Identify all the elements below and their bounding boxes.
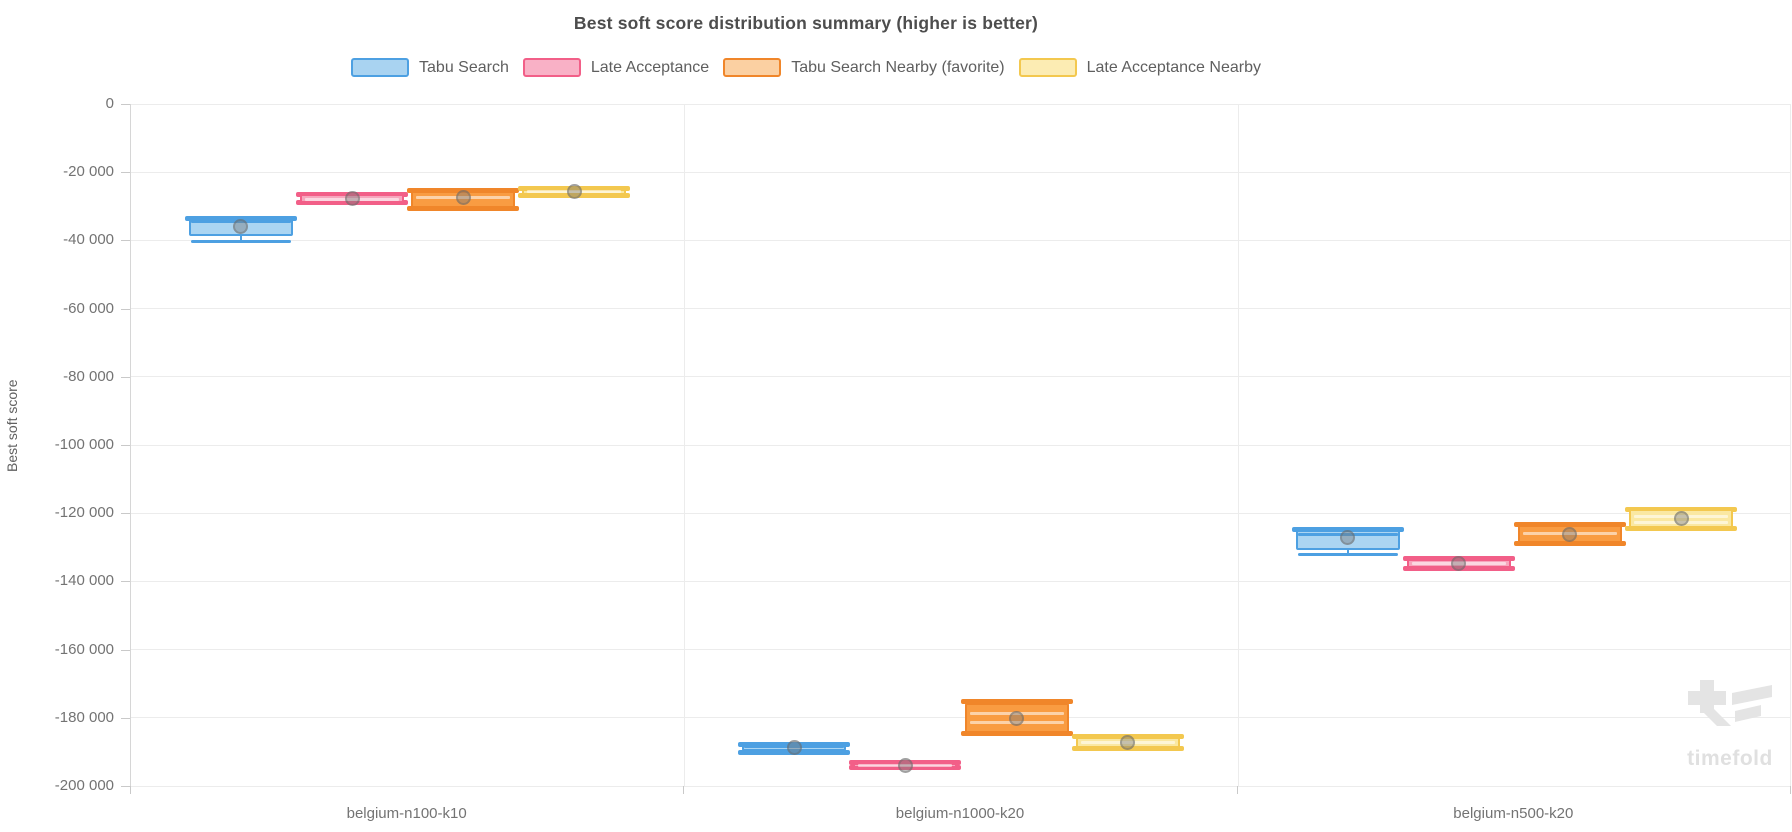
legend-label: Tabu Search Nearby (favorite)	[791, 58, 1005, 76]
y-tick-label: -20 000	[63, 163, 114, 181]
y-gridline	[131, 444, 1791, 446]
mean-marker	[1009, 711, 1025, 727]
y-tick-label: -60 000	[63, 299, 114, 317]
y-axis-tick	[121, 104, 130, 105]
mean-marker	[566, 184, 582, 200]
mean-marker	[1673, 510, 1689, 526]
whisker-cap	[1625, 506, 1738, 512]
y-gridline	[131, 376, 1791, 378]
legend-label: Tabu Search	[419, 58, 509, 76]
legend-swatch-icon	[351, 58, 410, 77]
whisker-cap	[1625, 525, 1738, 531]
mean-marker	[1451, 555, 1467, 571]
mean-marker	[1120, 735, 1136, 751]
chart-title: Best soft score distribution summary (hi…	[573, 13, 1039, 33]
y-axis-tick	[121, 581, 130, 583]
whisker-cap	[960, 731, 1073, 737]
y-axis-tick	[121, 172, 130, 174]
legend-item-1[interactable]: Tabu Search	[351, 58, 509, 77]
x-axis-tick	[1790, 786, 1791, 794]
legend-item-2[interactable]: Late Acceptance	[522, 58, 710, 77]
mean-marker	[455, 190, 471, 206]
y-axis-tick	[121, 240, 130, 242]
mean-marker	[897, 757, 913, 773]
whisker-cap	[407, 205, 520, 211]
y-gridline	[131, 512, 1791, 514]
mean-marker	[1562, 526, 1578, 542]
timefold-watermark: timefold	[1686, 680, 1774, 771]
y-tick-label: -140 000	[54, 572, 114, 590]
whisker-cap	[1291, 527, 1404, 533]
y-gridline	[131, 239, 1791, 241]
legend-swatch-icon	[1018, 58, 1077, 77]
timefold-logo-icon	[1688, 680, 1772, 726]
y-gridline	[131, 785, 1791, 787]
mean-marker	[344, 190, 360, 206]
legend: Tabu Search Late Acceptance Tabu Search Ne…	[0, 58, 1612, 77]
whisker-line	[239, 235, 242, 242]
y-tick-label: -120 000	[54, 504, 114, 522]
y-tick-label: -40 000	[63, 231, 114, 249]
y-axis-tick	[121, 786, 130, 787]
legend-swatch-icon	[723, 58, 782, 77]
category-separator	[684, 104, 686, 786]
whisker-line	[1346, 550, 1349, 555]
y-axis-tick	[121, 717, 130, 719]
whisker-cap	[1513, 541, 1626, 547]
x-axis-tick	[1236, 786, 1238, 794]
y-tick-label: -180 000	[54, 708, 114, 726]
whisker-cap	[1513, 522, 1626, 528]
y-tick-label: -100 000	[54, 436, 114, 453]
category-separator	[1237, 104, 1239, 786]
x-category-label: belgium-n500-k20	[1453, 805, 1574, 822]
y-gridline	[131, 103, 1791, 105]
watermark-text: timefold	[1687, 747, 1773, 770]
y-tick-label: 0	[105, 95, 114, 112]
y-gridline	[131, 649, 1791, 651]
whisker-cap	[960, 699, 1073, 705]
legend-item-4[interactable]: Late Acceptance Nearby	[1018, 58, 1261, 77]
legend-item-3[interactable]: Tabu Search Nearby (favorite)	[723, 58, 1005, 77]
y-tick-label: -200 000	[54, 777, 114, 794]
y-gridline	[131, 171, 1791, 173]
mean-marker	[1340, 530, 1356, 546]
x-axis-tick	[683, 786, 685, 794]
whisker-cap	[190, 239, 291, 243]
y-gridline	[131, 580, 1791, 582]
y-gridline	[131, 717, 1791, 719]
y-axis-tick	[121, 445, 130, 446]
mean-marker	[786, 740, 802, 756]
y-gridline	[131, 308, 1791, 310]
x-category-label: belgium-n100-k10	[346, 805, 467, 822]
whisker-cap	[1297, 552, 1398, 556]
plot-right-edge	[1790, 104, 1791, 786]
mean-marker	[233, 218, 249, 234]
x-category-label: belgium-n1000-k20	[895, 805, 1025, 822]
y-axis-tick	[121, 376, 130, 378]
y-tick-label: -160 000	[54, 640, 114, 658]
x-axis-tick	[130, 786, 131, 794]
y-axis-tick	[121, 649, 130, 651]
legend-label: Late Acceptance	[590, 58, 710, 76]
y-tick-label: -80 000	[63, 367, 114, 385]
y-axis-tick	[121, 513, 130, 515]
plot-area	[130, 103, 1791, 787]
y-axis-tick	[121, 308, 130, 310]
legend-swatch-icon	[522, 58, 581, 77]
legend-label: Late Acceptance Nearby	[1086, 58, 1261, 76]
